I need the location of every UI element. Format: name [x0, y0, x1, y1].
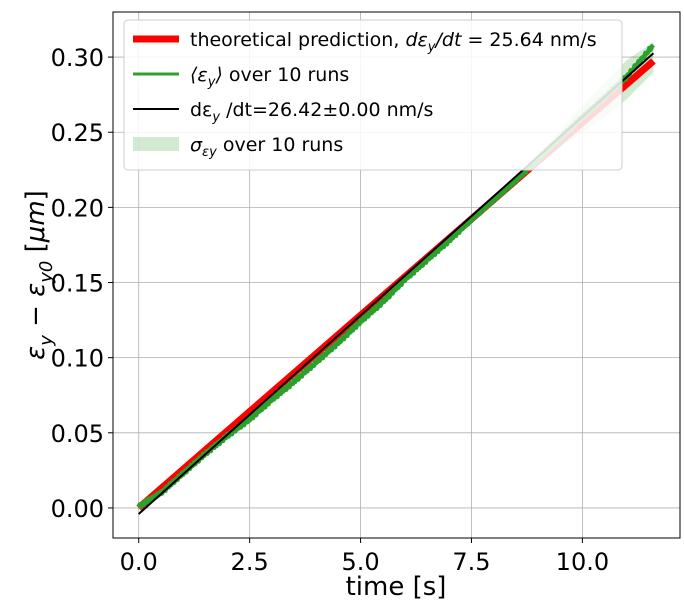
x-tick-label: 5.0 [341, 548, 379, 576]
y-axis: 0.00 0.05 0.10 0.15 0.20 0.25 0.30 [51, 44, 113, 523]
x-axis: 0.0 2.5 5.0 7.5 10.0 [120, 538, 609, 576]
legend-label-fit: dεy /dt=26.42±0.00 nm/s [190, 99, 433, 125]
legend-label-theory: theoretical prediction, dεy/dt = 25.64 n… [190, 29, 597, 55]
y-axis-label: εy − εy0 [μm] [21, 190, 57, 360]
x-tick-label: 7.5 [452, 548, 490, 576]
legend-label-mean: ⟨εy⟩ over 10 runs [190, 64, 349, 90]
y-tick-label: 0.25 [51, 119, 104, 147]
y-tick-label: 0.30 [51, 44, 104, 72]
legend-label-band: σεy over 10 runs [190, 134, 343, 160]
y-tick-label: 0.00 [51, 495, 104, 523]
plot-frame [112, 11, 681, 539]
y-tick-label: 0.05 [51, 420, 104, 448]
x-tick-label: 0.0 [120, 548, 158, 576]
y-tick-label: 0.15 [51, 270, 104, 298]
legend-swatch-band [133, 137, 179, 151]
x-tick-label: 2.5 [231, 548, 269, 576]
x-tick-label: 10.0 [556, 548, 609, 576]
legend-box [123, 19, 623, 171]
legend: theoretical prediction, dεy/dt = 25.64 n… [123, 19, 623, 171]
x-axis-label: time [s] [346, 572, 447, 602]
y-tick-label: 0.20 [51, 194, 104, 222]
svg-text:εy − εy0 [μm]: εy − εy0 [μm] [21, 190, 57, 360]
y-tick-label: 0.10 [51, 345, 104, 373]
